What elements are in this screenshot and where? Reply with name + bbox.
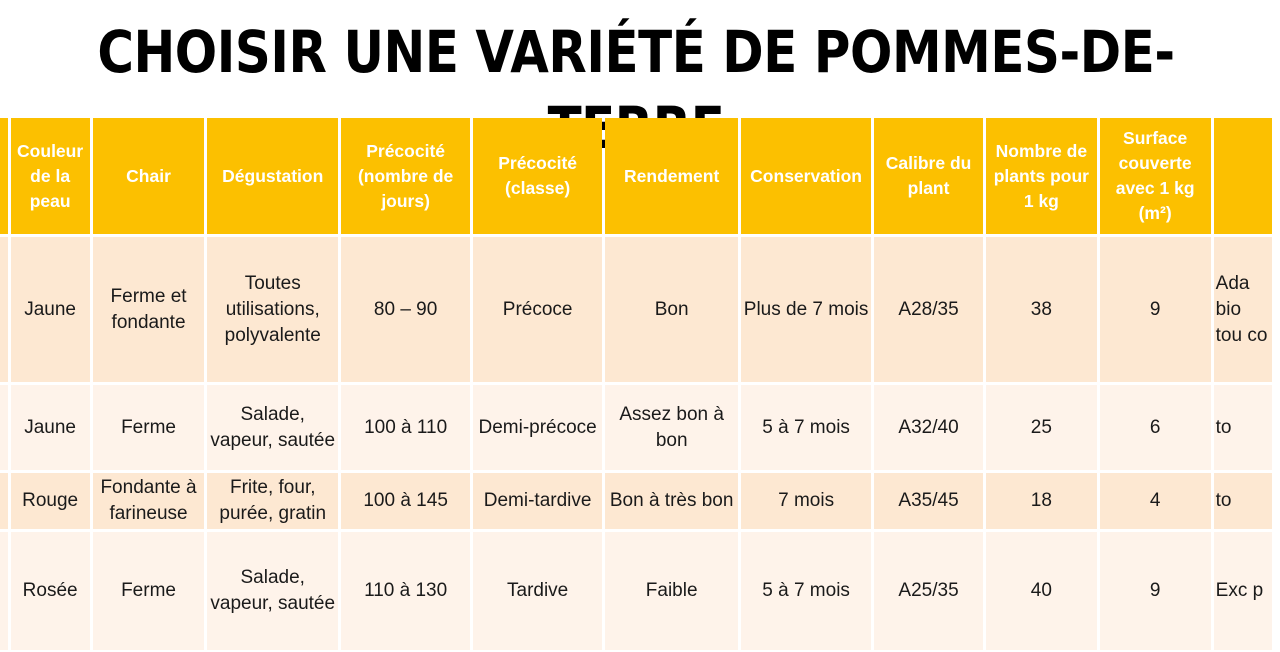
cell-precocite-jours: 100 à 110 bbox=[341, 385, 471, 473]
cell-surface: 9 bbox=[1099, 237, 1211, 385]
cell-cut-left bbox=[0, 532, 8, 652]
cell-precocite-jours: 80 – 90 bbox=[341, 237, 471, 385]
header-extra bbox=[1213, 118, 1272, 237]
cell-surface: 6 bbox=[1099, 385, 1211, 473]
header-calibre: Calibre du plant bbox=[873, 118, 984, 237]
cell-degustation: Toutes utilisations, polyvalente bbox=[207, 237, 339, 385]
cell-extra: Exc p bbox=[1213, 532, 1272, 652]
cell-conservation: 7 mois bbox=[741, 473, 871, 532]
cell-precocite-jours: 110 à 130 bbox=[341, 532, 471, 652]
table-row: Jaune Ferme Salade, vapeur, sautée 100 à… bbox=[0, 385, 1272, 473]
cell-nombre: 25 bbox=[986, 385, 1097, 473]
cell-extra: to bbox=[1213, 385, 1272, 473]
cell-precocite-jours: 100 à 145 bbox=[341, 473, 471, 532]
header-rendement: Rendement bbox=[605, 118, 739, 237]
cell-calibre: A32/40 bbox=[873, 385, 984, 473]
cell-calibre: A25/35 bbox=[873, 532, 984, 652]
cell-degustation: Salade, vapeur, sautée bbox=[207, 385, 339, 473]
cell-surface: 9 bbox=[1099, 532, 1211, 652]
table-row: Rosée Ferme Salade, vapeur, sautée 110 à… bbox=[0, 532, 1272, 652]
varieties-table: Couleur de la peau Chair Dégustation Pré… bbox=[0, 118, 1275, 652]
cell-rendement: Bon bbox=[605, 237, 739, 385]
cell-chair: Ferme bbox=[92, 532, 205, 652]
cell-couleur: Rouge bbox=[10, 473, 90, 532]
cell-chair: Ferme et fondante bbox=[92, 237, 205, 385]
cell-rendement: Bon à très bon bbox=[605, 473, 739, 532]
cell-chair: Ferme bbox=[92, 385, 205, 473]
table-header-row: Couleur de la peau Chair Dégustation Pré… bbox=[0, 118, 1272, 237]
header-cut-left bbox=[0, 118, 8, 237]
header-precocite-jours: Précocité (nombre de jours) bbox=[341, 118, 471, 237]
header-nombre: Nombre de plants pour 1 kg bbox=[986, 118, 1097, 237]
varieties-table-wrapper: Couleur de la peau Chair Dégustation Pré… bbox=[0, 118, 1280, 652]
cell-nombre: 38 bbox=[986, 237, 1097, 385]
cell-conservation: 5 à 7 mois bbox=[741, 385, 871, 473]
cell-rendement: Faible bbox=[605, 532, 739, 652]
cell-precocite-classe: Demi-tardive bbox=[473, 473, 603, 532]
cell-calibre: A35/45 bbox=[873, 473, 984, 532]
cell-rendement: Assez bon à bon bbox=[605, 385, 739, 473]
cell-nombre: 40 bbox=[986, 532, 1097, 652]
header-surface: Surface couverte avec 1 kg (m²) bbox=[1099, 118, 1211, 237]
table-row: Rouge Fondante à farineuse Frite, four, … bbox=[0, 473, 1272, 532]
cell-precocite-classe: Précoce bbox=[473, 237, 603, 385]
cell-calibre: A28/35 bbox=[873, 237, 984, 385]
header-couleur: Couleur de la peau bbox=[10, 118, 90, 237]
header-degustation: Dégustation bbox=[207, 118, 339, 237]
cell-conservation: 5 à 7 mois bbox=[741, 532, 871, 652]
cell-couleur: Rosée bbox=[10, 532, 90, 652]
cell-nombre: 18 bbox=[986, 473, 1097, 532]
cell-surface: 4 bbox=[1099, 473, 1211, 532]
cell-degustation: Salade, vapeur, sautée bbox=[207, 532, 339, 652]
header-conservation: Conservation bbox=[741, 118, 871, 237]
cell-cut-left bbox=[0, 385, 8, 473]
cell-degustation: Frite, four, purée, gratin bbox=[207, 473, 339, 532]
header-chair: Chair bbox=[92, 118, 205, 237]
header-precocite-classe: Précocité (classe) bbox=[473, 118, 603, 237]
cell-couleur: Jaune bbox=[10, 237, 90, 385]
cell-extra: to bbox=[1213, 473, 1272, 532]
cell-precocite-classe: Demi-précoce bbox=[473, 385, 603, 473]
cell-cut-left bbox=[0, 237, 8, 385]
cell-conservation: Plus de 7 mois bbox=[741, 237, 871, 385]
cell-couleur: Jaune bbox=[10, 385, 90, 473]
table-row: Jaune Ferme et fondante Toutes utilisati… bbox=[0, 237, 1272, 385]
cell-cut-left bbox=[0, 473, 8, 532]
cell-extra: Ada bio tou co bbox=[1213, 237, 1272, 385]
cell-chair: Fondante à farineuse bbox=[92, 473, 205, 532]
cell-precocite-classe: Tardive bbox=[473, 532, 603, 652]
